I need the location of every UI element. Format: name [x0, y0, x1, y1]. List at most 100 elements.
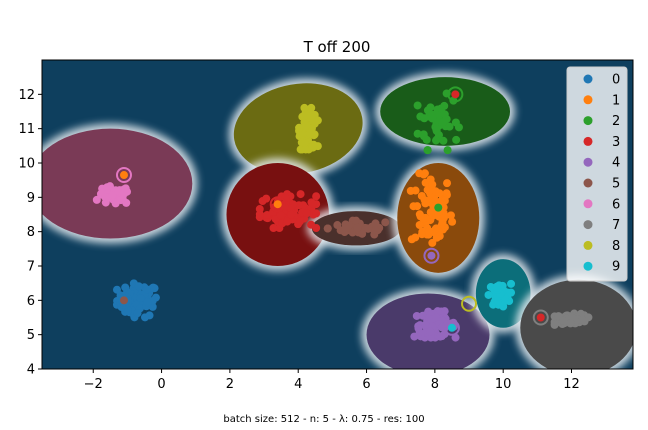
point [370, 230, 379, 239]
point [302, 209, 311, 218]
point [353, 223, 362, 232]
y-tick-label: 12 [18, 88, 35, 103]
point [148, 302, 157, 311]
point [415, 220, 424, 229]
region-fill-6 [42, 128, 193, 239]
prototype-ring [115, 292, 132, 309]
point [255, 210, 264, 219]
prototype-dot [119, 171, 128, 180]
x-tick-label: 10 [495, 377, 512, 392]
point [295, 217, 304, 226]
point [424, 227, 433, 236]
legend-label-9: 9 [612, 260, 620, 275]
point [108, 191, 117, 200]
y-tick-label: 6 [27, 294, 35, 309]
y-tick-label: 9 [27, 191, 35, 206]
point [414, 324, 423, 333]
point [432, 136, 441, 145]
point [578, 316, 587, 325]
point [413, 202, 422, 211]
point [121, 283, 130, 292]
legend-marker-7 [583, 220, 593, 230]
y-tick-label: 8 [27, 225, 35, 240]
point [305, 129, 314, 138]
point [507, 279, 516, 288]
point [425, 187, 434, 196]
point [371, 219, 380, 228]
point [312, 209, 321, 218]
point [111, 199, 120, 208]
plot-frame [41, 59, 634, 370]
legend-label-0: 0 [612, 73, 620, 88]
point [435, 189, 444, 198]
point [411, 233, 420, 242]
point [287, 210, 296, 219]
point [566, 319, 575, 328]
point [420, 114, 429, 123]
point [300, 112, 309, 121]
prototype-dot [434, 203, 443, 212]
point [436, 332, 445, 341]
point [426, 327, 435, 336]
point [283, 217, 292, 226]
point [437, 323, 446, 332]
point [313, 142, 322, 151]
point [323, 224, 332, 233]
point [112, 285, 121, 294]
series-8 [295, 103, 322, 154]
legend-label-3: 3 [612, 135, 620, 150]
point [296, 190, 305, 199]
point [301, 121, 310, 130]
point [381, 218, 390, 227]
prototype-2 [269, 196, 286, 213]
y-axis-ticks: 4 5 6 7 8 9 10 11 12 [18, 88, 42, 378]
legend-marker-8 [583, 240, 593, 250]
prototype-dot [427, 251, 436, 260]
point [440, 101, 449, 110]
prototype-ring [443, 319, 460, 336]
prototype-markers [115, 86, 549, 336]
point [262, 194, 271, 203]
x-tick-label: 4 [294, 377, 302, 392]
point [352, 216, 361, 225]
legend: 0 1 2 3 4 5 6 7 8 9 [566, 66, 628, 282]
prototype-7 [461, 295, 478, 312]
point [413, 101, 422, 110]
point [492, 283, 501, 292]
chart-title: T off 200 [303, 38, 371, 56]
point [301, 145, 310, 154]
point [417, 230, 426, 239]
legend-marker-2 [583, 116, 593, 126]
region-6 [42, 123, 198, 244]
point [428, 238, 437, 247]
x-tick-label: −2 [84, 377, 103, 392]
series-2 [413, 89, 463, 155]
point [454, 123, 463, 132]
x-tick-label: 12 [563, 377, 580, 392]
point [413, 129, 422, 138]
point [313, 116, 322, 125]
series-5 [323, 216, 390, 239]
prototype-3 [447, 86, 464, 103]
point [416, 212, 425, 221]
prototype-0 [115, 167, 132, 184]
point [269, 224, 278, 233]
point [364, 224, 373, 233]
legend-marker-6 [583, 199, 593, 209]
point [92, 195, 101, 204]
point [140, 313, 149, 322]
decision-regions [42, 72, 633, 369]
point [341, 224, 350, 233]
point [421, 199, 430, 208]
point [452, 135, 461, 144]
point [263, 211, 272, 220]
x-axis-ticks: −2 0 2 4 6 8 10 12 [84, 369, 580, 392]
series-4 [410, 307, 460, 342]
legend-box [566, 66, 628, 282]
point [423, 146, 432, 155]
legend-label-2: 2 [612, 114, 620, 129]
point [440, 110, 449, 119]
legend-label-4: 4 [612, 156, 620, 171]
x-tick-label: 6 [362, 377, 370, 392]
